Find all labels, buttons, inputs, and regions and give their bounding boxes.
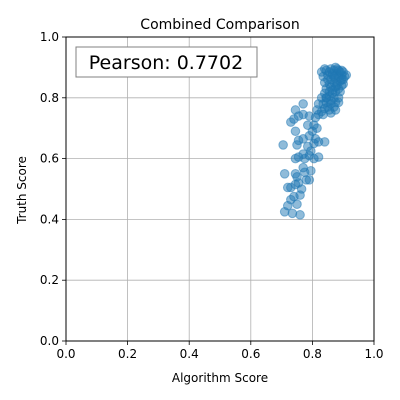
scatter-point [290,126,301,137]
scatter-point [304,175,315,185]
scatter-point [309,120,319,130]
scatter-point [290,105,301,115]
x-tick-label: 0.0 [56,347,75,361]
data-points [278,62,352,220]
scatter-point [292,199,302,209]
scatter-point [287,208,298,219]
x-tick-label: 0.2 [118,347,137,361]
scatter-point [313,152,324,162]
x-tick-label: 0.4 [180,347,199,361]
scatter-point [278,140,288,150]
y-tick-label: 0.6 [40,152,59,166]
y-tick-label: 0.8 [40,91,59,105]
scatter-point [296,184,307,194]
scatter-point [318,109,328,120]
scatter-point [338,79,349,89]
scatter-point [295,210,305,220]
x-tick-label: 0.8 [303,347,322,361]
chart-title: Combined Comparison [140,17,299,33]
scatter-point [306,146,316,156]
scatter-point [319,137,330,147]
y-tick-label: 0.0 [40,334,59,348]
x-tick-label: 0.6 [241,347,260,361]
scatter-point [326,96,336,106]
pearson-annotation: Pearson: 0.7702 [89,52,243,74]
scatter-point [298,99,308,109]
x-tick-label: 1.0 [364,347,383,361]
y-tick-label: 1.0 [40,30,59,44]
annotation-box: Pearson: 0.7702 [75,46,258,78]
scatter-point [290,169,301,179]
annotation-frame [75,46,258,78]
axes-frame [65,36,375,342]
y-tick-label: 0.4 [40,212,59,226]
scatter-point [319,77,330,88]
axis-ticks: 0.0 0.2 0.4 0.6 0.8 1.0 0.0 0.2 0.4 0.6 0.8 1.0 [40,30,384,361]
scatter-point [293,135,304,146]
y-tick-label: 0.2 [40,273,59,287]
scatter-point [299,167,310,178]
scatter-point [282,182,293,193]
y-axis-label: Truth Score [15,156,29,225]
x-axis-label: Algorithm Score [172,371,268,385]
scatter-point [279,169,290,179]
scatter-point [327,85,338,95]
